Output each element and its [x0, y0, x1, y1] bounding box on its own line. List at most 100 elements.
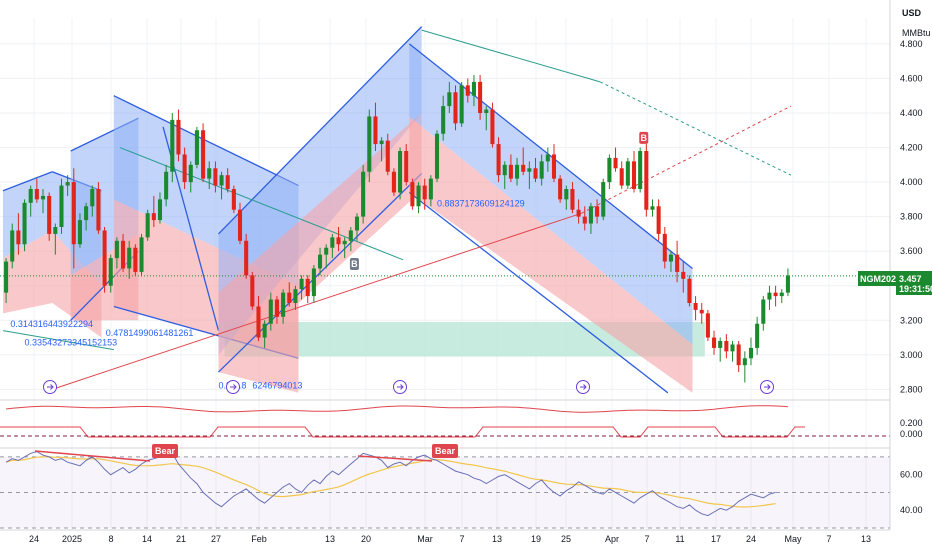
candle-body	[434, 133, 440, 179]
candle-body	[330, 237, 335, 248]
candle-body	[539, 161, 544, 179]
candle	[145, 209, 150, 241]
candle	[121, 233, 126, 272]
candle	[34, 178, 39, 203]
candle	[521, 147, 526, 176]
candle	[219, 171, 224, 200]
fib-labels-layer: 0.314316443922294 0.335432733451521530.47…	[10, 131, 774, 394]
candle	[274, 296, 279, 324]
candle-body	[361, 171, 366, 217]
candle	[256, 296, 261, 341]
candle-body	[761, 299, 766, 324]
bear-badge	[152, 444, 178, 458]
candle-body	[712, 337, 717, 348]
candle-body	[256, 306, 261, 338]
fib-label: 0.314316443922294	[10, 319, 93, 329]
candle-body	[755, 323, 760, 348]
candle	[687, 275, 692, 307]
x-tick-label: 24	[746, 534, 756, 544]
event-icon-arrow	[397, 384, 404, 390]
candle-body	[441, 106, 446, 134]
candle-body	[607, 157, 612, 183]
candle	[668, 251, 673, 272]
candle-body	[398, 151, 403, 193]
candle	[96, 182, 101, 234]
candle	[471, 75, 476, 107]
y-tick-label: 4.000	[900, 177, 923, 187]
rsi-tick-label: 40.00	[900, 505, 923, 515]
candle	[681, 261, 686, 293]
symbol-tag-bg	[858, 271, 896, 286]
candle	[416, 182, 421, 214]
candle	[422, 178, 427, 210]
trend-teal-1	[119, 147, 404, 261]
y-tick-label: 4.600	[900, 73, 923, 83]
candle	[201, 123, 206, 183]
candle	[398, 147, 403, 200]
candle-body	[644, 151, 649, 210]
candle-body	[293, 289, 298, 303]
candle-body	[262, 323, 267, 338]
candle-body	[250, 275, 255, 307]
candle	[139, 233, 144, 276]
rsi-tick-label: 60.00	[900, 470, 923, 480]
candle	[225, 168, 230, 193]
candle-body	[373, 116, 378, 145]
candle	[84, 202, 89, 231]
x-tick-label: Feb	[251, 534, 267, 544]
candle	[730, 341, 735, 362]
candle-body	[188, 164, 193, 183]
trend-teal-2	[421, 29, 601, 83]
candle	[299, 275, 304, 300]
candle-body	[773, 292, 778, 297]
candle	[250, 271, 255, 310]
candle	[410, 178, 415, 210]
candle-body	[84, 206, 89, 221]
candle	[551, 144, 557, 183]
candle	[28, 185, 33, 217]
y-tick-label: 4.200	[900, 143, 923, 153]
y-tick-label: 3.800	[900, 212, 923, 222]
candle-body	[4, 261, 9, 293]
candle	[379, 137, 384, 162]
stoch-step	[0, 426, 805, 438]
fib-label: 6246794013	[252, 381, 302, 391]
candle-body	[404, 151, 409, 183]
currency-label: USD	[902, 8, 922, 18]
channel-4-top	[218, 26, 423, 235]
candle-body	[367, 116, 372, 172]
candle	[465, 78, 470, 103]
y-tick-label: 4.800	[900, 39, 923, 49]
candle	[515, 157, 520, 186]
candle	[588, 202, 593, 234]
candle	[699, 303, 704, 324]
candle	[441, 95, 446, 141]
candle-body	[465, 85, 470, 96]
candle	[305, 275, 310, 303]
candle	[625, 157, 630, 189]
fib-label: 0.4781499061481261	[106, 328, 194, 338]
candle-body	[724, 341, 729, 352]
candle	[601, 178, 606, 221]
b-marker	[349, 258, 359, 270]
candle	[761, 296, 766, 331]
x-tick-label: 21	[176, 534, 186, 544]
candle	[311, 265, 316, 303]
candle	[268, 292, 273, 331]
event-icon-arrow	[764, 384, 771, 390]
candle-body	[318, 254, 323, 269]
candle	[244, 233, 249, 279]
candle	[281, 289, 286, 324]
candle-body	[71, 182, 76, 245]
x-tick-label: 20	[361, 534, 371, 544]
candle-body	[40, 195, 46, 200]
candle	[71, 168, 76, 269]
x-tick-label: 7	[826, 534, 831, 544]
candle-body	[527, 168, 532, 172]
candle-body	[324, 247, 329, 255]
candle-body	[164, 171, 169, 200]
candle-body	[416, 185, 421, 207]
candle-body	[471, 81, 476, 96]
candle-body	[127, 247, 132, 269]
